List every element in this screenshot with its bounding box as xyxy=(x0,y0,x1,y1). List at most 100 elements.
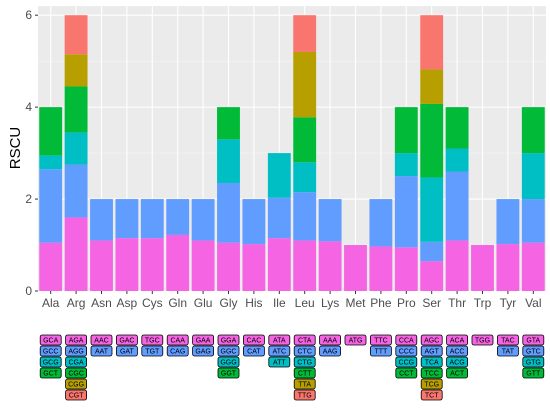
x-tick-label: Arg xyxy=(67,296,86,310)
codon-box xyxy=(471,334,494,346)
codon-box xyxy=(496,334,519,346)
codon-box xyxy=(420,345,443,357)
codon-label: TTG xyxy=(298,393,312,400)
codon-label: GTC xyxy=(526,349,541,356)
x-tick-label: Glu xyxy=(194,296,213,310)
bar-segment xyxy=(39,242,63,291)
codon-label: ATT xyxy=(273,360,286,367)
x-tick-label: Ala xyxy=(42,296,60,310)
bar-segment xyxy=(445,171,469,241)
x-tick-label: Ser xyxy=(422,296,441,310)
codon-label: AGT xyxy=(425,349,440,356)
codon-box xyxy=(522,356,545,368)
codon-box xyxy=(395,356,418,368)
bar-segment xyxy=(369,246,393,291)
codon-box xyxy=(446,334,469,346)
bar-segment xyxy=(293,117,317,163)
codon-box xyxy=(90,334,113,346)
codon-box xyxy=(293,345,316,357)
x-tick-label: Asp xyxy=(117,296,138,310)
codon-label: ACA xyxy=(450,338,465,345)
codon-label: GCG xyxy=(43,360,59,367)
codon-box xyxy=(242,345,265,357)
codon-label: TCT xyxy=(425,393,439,400)
codon-box xyxy=(446,356,469,368)
bar-segment xyxy=(420,177,444,242)
bar-segment xyxy=(217,139,240,183)
codon-box xyxy=(293,334,316,346)
codon-label: CTT xyxy=(298,371,312,378)
codon-box xyxy=(166,345,189,357)
bar-segment xyxy=(166,199,190,235)
codon-box xyxy=(65,389,87,401)
bar-segment xyxy=(217,182,240,243)
codon-label: ATG xyxy=(349,338,363,345)
codon-label: AGG xyxy=(68,349,84,356)
x-tick-label: His xyxy=(245,296,262,310)
plot-panel xyxy=(38,6,546,291)
codon-label: GCT xyxy=(43,371,59,378)
codon-box xyxy=(217,356,240,368)
codon-label: TGG xyxy=(475,338,490,345)
codon-label: AAG xyxy=(323,349,338,356)
bar-segment xyxy=(445,107,469,149)
codon-label: TGT xyxy=(145,349,160,356)
codon-label: CAA xyxy=(170,338,185,345)
x-axis: Ala Arg Asn Asp Cys Gln Glu Gly His Ile Leu Lys Met P… xyxy=(42,291,542,310)
bar-segment xyxy=(90,240,113,291)
bar-segment xyxy=(242,199,266,245)
bar-segment xyxy=(64,15,88,55)
codon-label: TAT xyxy=(502,349,515,356)
codon-label: AAA xyxy=(323,338,337,345)
bar-segment xyxy=(39,155,63,170)
codon-box xyxy=(420,378,443,390)
codon-label: GAC xyxy=(119,338,134,345)
bar-segment xyxy=(420,69,444,104)
codon-box xyxy=(420,356,443,368)
bar-segment xyxy=(64,86,88,133)
codon-legend: GCA GCC GCG GCT AGA AGG CGA CGC CGG CGT AAC AAT GAC G… xyxy=(39,334,545,401)
codon-box xyxy=(344,334,367,346)
codon-box xyxy=(395,367,418,379)
bar-segment xyxy=(64,164,88,218)
codon-label: GAA xyxy=(196,338,211,345)
x-tick-label: Cys xyxy=(142,296,163,310)
bar-segment xyxy=(191,199,215,241)
codon-box xyxy=(395,345,418,357)
codon-label: AAC xyxy=(94,338,108,345)
y-tick-label: 2 xyxy=(25,192,32,206)
codon-label: ATA xyxy=(273,338,286,345)
codon-box xyxy=(166,334,189,346)
x-tick-label: Lys xyxy=(321,296,339,310)
bar-segment xyxy=(90,199,113,241)
codon-box xyxy=(522,367,545,379)
bar-segment xyxy=(64,132,88,165)
codon-label: CGA xyxy=(69,360,85,367)
codon-label: CAG xyxy=(170,349,185,356)
y-tick-label: 0 xyxy=(25,284,32,298)
bar-segment xyxy=(394,107,418,154)
codon-label: CCG xyxy=(399,360,415,367)
codon-label: CCC xyxy=(399,349,414,356)
codon-box xyxy=(293,378,316,390)
bar-segment xyxy=(420,261,444,291)
bar-segment xyxy=(293,240,317,291)
bar-segment xyxy=(293,192,317,241)
codon-box xyxy=(496,345,519,357)
codon-label: AGC xyxy=(424,338,439,345)
codon-box xyxy=(293,389,316,401)
codon-box xyxy=(268,345,291,357)
codon-box xyxy=(217,367,240,379)
codon-label: GTA xyxy=(526,338,540,345)
codon-label: GCC xyxy=(43,349,59,356)
codon-box xyxy=(116,334,138,346)
codon-label: CAT xyxy=(247,349,261,356)
codon-label: ACC xyxy=(450,349,465,356)
bar-segment xyxy=(115,238,139,291)
codon-label: GTG xyxy=(526,360,541,367)
codon-box xyxy=(141,334,164,346)
codon-box xyxy=(39,367,62,379)
x-tick-label: Leu xyxy=(295,296,315,310)
codon-label: ACT xyxy=(450,371,465,378)
bar-segment xyxy=(521,153,545,200)
